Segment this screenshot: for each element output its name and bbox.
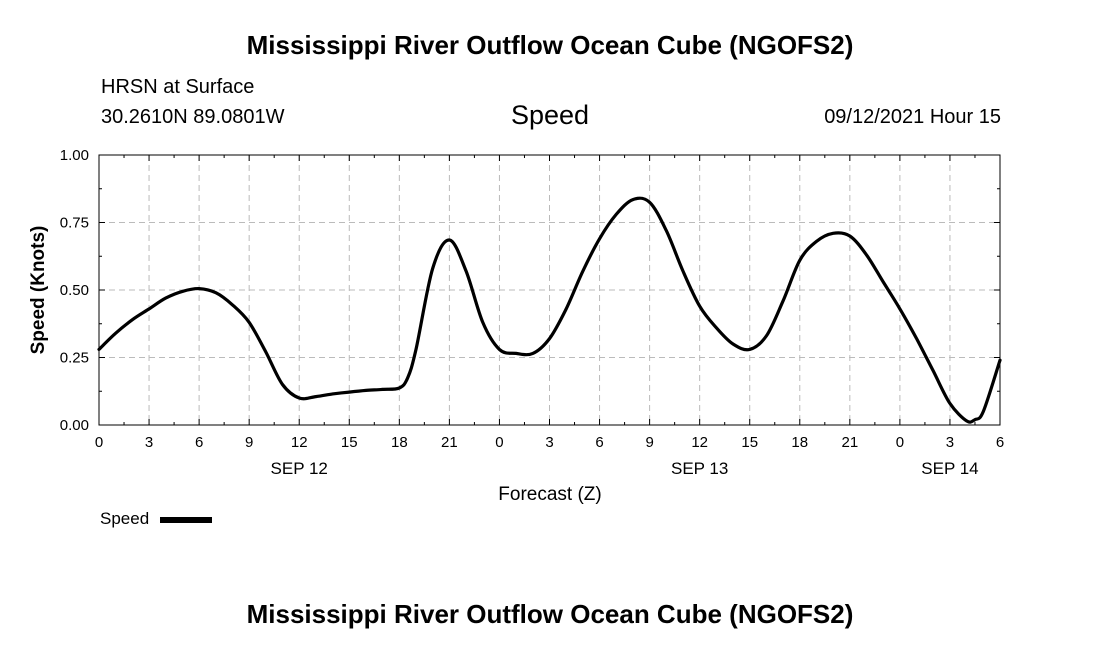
- x-axis-label: Forecast (Z): [498, 484, 601, 505]
- x-tick-label: 21: [841, 434, 858, 451]
- x-tick-label: 12: [691, 434, 708, 451]
- ticks-layer: [98, 154, 1001, 426]
- y-axis-label: Speed (Knots): [28, 226, 49, 355]
- x-tick-label: 0: [495, 434, 503, 451]
- station-label: HRSN at Surface: [101, 76, 255, 98]
- labels-layer: 0 3 6 9 12 15 18 21 0 3 6 9 12 15 18 21 0 3 6 0.00 0.25 0.50 0…: [60, 147, 1004, 478]
- x-tick-label: 15: [741, 434, 758, 451]
- x-tick-label: 3: [545, 434, 553, 451]
- x-tick-label: 18: [791, 434, 808, 451]
- chart-title: Speed: [510, 100, 590, 130]
- x-tick-label: 3: [145, 434, 153, 451]
- x-tick-label: 6: [595, 434, 603, 451]
- x-tick-label: 0: [896, 434, 904, 451]
- date-label: SEP 14: [921, 459, 978, 478]
- x-tick-label: 6: [195, 434, 203, 451]
- legend-line-swatch: [160, 517, 212, 523]
- x-tick-label: 12: [291, 434, 308, 451]
- timestamp-label: 09/12/2021 Hour 15: [824, 106, 1001, 128]
- y-tick-label: 0.75: [60, 215, 89, 232]
- x-tick-label: 3: [946, 434, 954, 451]
- coordinates-label: 30.2610N 89.0801W: [101, 106, 285, 128]
- y-tick-label: 0.00: [60, 417, 89, 434]
- speed-series-line: [97, 196, 1002, 424]
- date-label: SEP 13: [671, 459, 728, 478]
- grid-layer: [99, 155, 1000, 425]
- date-label: SEP 12: [271, 459, 328, 478]
- x-tick-label: 18: [391, 434, 408, 451]
- x-tick-label: 6: [996, 434, 1004, 451]
- y-tick-label: 0.50: [60, 282, 89, 299]
- y-tick-label: 1.00: [60, 147, 89, 164]
- main-title: Mississippi River Outflow Ocean Cube (NG…: [246, 30, 854, 60]
- y-tick-label: 0.25: [60, 350, 89, 367]
- x-tick-label: 0: [95, 434, 103, 451]
- x-tick-label: 9: [245, 434, 253, 451]
- x-tick-label: 15: [341, 434, 358, 451]
- x-tick-label: 9: [645, 434, 653, 451]
- footer-title: Mississippi River Outflow Ocean Cube (NG…: [246, 599, 854, 629]
- legend-label: Speed: [100, 509, 150, 528]
- x-tick-label: 21: [441, 434, 458, 451]
- series-layer: [97, 196, 1002, 424]
